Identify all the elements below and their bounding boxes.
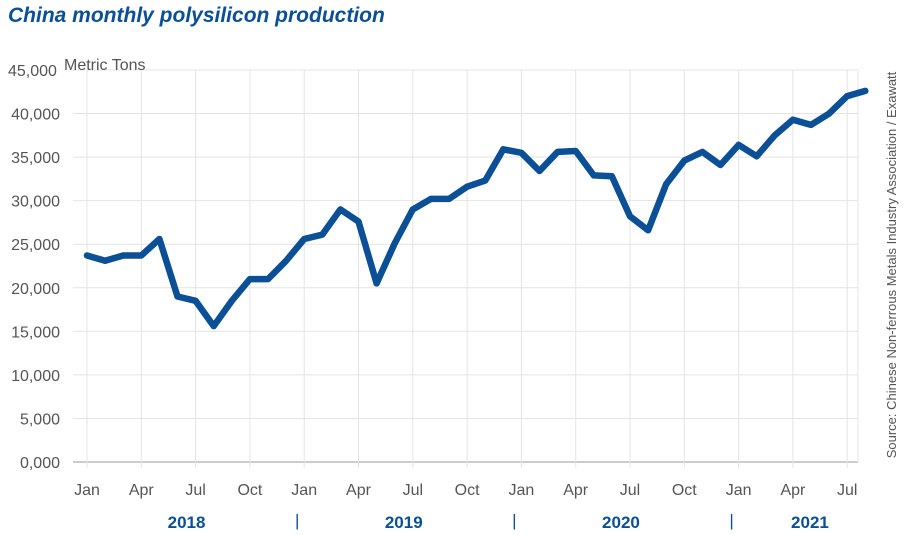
y-tick-label: 30,000 — [11, 194, 60, 211]
x-tick-label: Jul — [620, 482, 640, 499]
y-axis: 0,000 5,000 10,000 15,000 20,000 25,000 30,000… — [8, 63, 60, 472]
x-tick-label: Jan — [291, 482, 317, 499]
year-label: 2020 — [602, 513, 640, 532]
series-line — [83, 87, 869, 330]
x-tick-label: Oct — [237, 482, 262, 499]
x-tick-label: Jan — [74, 482, 100, 499]
grid-lines — [73, 69, 859, 468]
x-tick-label: Apr — [346, 482, 372, 499]
year-separator: | — [512, 511, 516, 530]
x-tick-label: Apr — [563, 482, 589, 499]
year-label: 2019 — [385, 513, 423, 532]
y-tick-label: 40,000 — [11, 107, 60, 124]
x-tick-label: Apr — [129, 482, 155, 499]
x-tick-label: Jul — [403, 482, 423, 499]
year-separator: | — [729, 511, 733, 530]
x-tick-label: Jan — [509, 482, 535, 499]
y-tick-label: 10,000 — [11, 368, 60, 385]
x-tick-label: Apr — [780, 482, 806, 499]
y-tick-label: 35,000 — [11, 150, 60, 167]
y-tick-label: 15,000 — [11, 324, 60, 341]
chart-title: China monthly polysilicon production — [8, 4, 385, 27]
year-separator: | — [295, 511, 299, 530]
year-labels: 2018 | 2019 | 2020 | 2021 — [168, 511, 829, 532]
x-axis: Jan Apr Jul Oct Jan Apr Jul Oct Jan Apr Jul Oct Jan A… — [74, 482, 857, 499]
y-tick-label: 0,000 — [20, 455, 60, 472]
year-label: 2021 — [791, 513, 829, 532]
y-tick-label: 5,000 — [20, 411, 60, 428]
y-tick-label: 25,000 — [11, 237, 60, 254]
x-tick-label: Jan — [726, 482, 752, 499]
x-tick-label: Jul — [837, 482, 857, 499]
x-tick-label: Oct — [455, 482, 480, 499]
x-tick-label: Oct — [672, 482, 697, 499]
unit-label: Metric Tons — [64, 57, 146, 74]
y-tick-label: 45,000 — [8, 63, 57, 80]
y-tick-label: 20,000 — [11, 281, 60, 298]
year-label: 2018 — [168, 513, 206, 532]
source-note: Source: Chinese Non-ferrous Metals Indus… — [884, 71, 899, 458]
x-tick-label: Jul — [185, 482, 205, 499]
